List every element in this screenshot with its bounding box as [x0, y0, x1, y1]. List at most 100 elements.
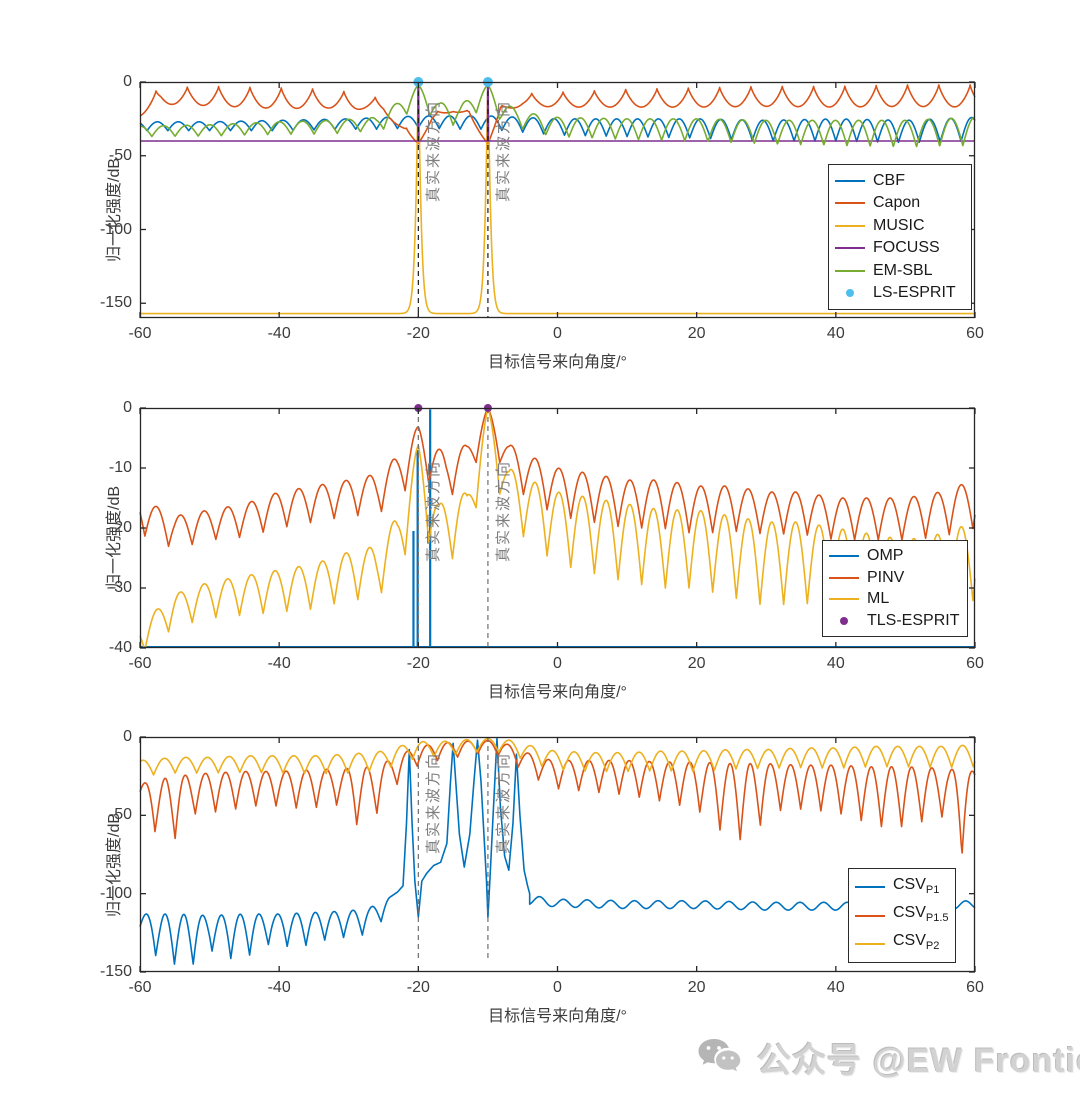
y-axis-label: 归一化强度/dB [106, 812, 123, 917]
legend-label-sub: P1 [925, 884, 940, 897]
y-tick-label: -150 [99, 294, 132, 312]
legend-entry: OMP [829, 547, 961, 565]
series-CSV_P2 [139, 737, 976, 776]
legend-marker-line [835, 202, 865, 205]
legend-label: CSVP1 [893, 876, 939, 899]
x-tick-label: 20 [687, 325, 706, 342]
series-Capon [139, 84, 976, 145]
y-tick-label: -50 [108, 146, 132, 164]
legend-dot-sample [835, 289, 865, 298]
y-tick-label: -40 [108, 639, 132, 656]
x-tick-label: 60 [966, 979, 984, 996]
series-CSV_P1 [139, 737, 976, 965]
legend-label-main: EM-SBL [873, 261, 933, 279]
legend-label: EM-SBL [873, 262, 933, 280]
legend-label: CSVP2 [893, 932, 939, 955]
legend-marker-line [855, 886, 885, 889]
x-tick-label: -20 [406, 655, 430, 672]
y-tick-label: 0 [123, 728, 132, 745]
legend-line-sample [829, 554, 859, 557]
legend-marker-line [829, 576, 859, 579]
legend-label-main: Capon [873, 194, 921, 212]
y-tick-label: -100 [99, 884, 132, 902]
true-doa-annotation: 真实来波方向 [494, 751, 512, 854]
legend-label: ML [867, 590, 889, 608]
legend-label-main: CBF [873, 171, 905, 189]
y-tick-label: -10 [108, 459, 132, 476]
watermark-text: 公众号 @EW Frontier [757, 1042, 1080, 1080]
legend-label-main: PINV [867, 568, 905, 586]
legend-marker-line [829, 554, 859, 557]
legend-label: PINV [867, 569, 904, 587]
y-tick-label: 0 [123, 73, 132, 90]
legend-plot-1: CBF Capon MUSIC FOCUSS EM-SBL LS-ESPRIT [828, 164, 972, 310]
legend-marker-line [855, 942, 885, 945]
legend-marker-line [835, 224, 865, 227]
legend-label-main: CSV [893, 903, 926, 921]
y-tick-label: -50 [108, 806, 132, 824]
x-tick-label: -40 [267, 655, 291, 672]
legend-marker-line [855, 914, 885, 917]
legend-marker-line [835, 179, 865, 182]
legend-line-sample [829, 576, 859, 579]
legend-line-sample [835, 202, 865, 205]
legend-entry: LS-ESPRIT [835, 284, 965, 302]
legend-label: CBF [873, 172, 905, 190]
legend-entry: Capon [835, 194, 965, 212]
x-tick-label: 0 [553, 325, 562, 342]
legend-line-sample [835, 269, 865, 272]
x-tick-label: 60 [966, 325, 984, 342]
x-tick-label: 20 [687, 655, 706, 672]
true-doa-annotation: 真实来波方向 [425, 459, 443, 562]
plot-3-canvas [139, 736, 976, 973]
legend-entry: CSVP1.5 [855, 904, 949, 927]
x-axis-label: 目标信号来向角度/° [488, 1008, 627, 1025]
legend-marker-dot [840, 617, 848, 626]
legend-label-main: CSV [893, 875, 926, 893]
legend-marker-line [835, 247, 865, 250]
y-tick-label: -100 [99, 220, 132, 238]
x-tick-label: 0 [553, 655, 562, 672]
y-tick-label: -20 [108, 519, 132, 536]
y-tick-label: 0 [123, 399, 132, 416]
legend-label: CSVP1.5 [893, 904, 949, 927]
x-axis-label: 目标信号来向角度/° [488, 684, 627, 701]
legend-entry: EM-SBL [835, 262, 965, 280]
legend-label-main: CSV [893, 931, 926, 949]
legend-line-sample [829, 598, 859, 601]
legend-label: FOCUSS [873, 239, 940, 257]
legend-marker-line [835, 269, 865, 272]
x-tick-label: -60 [128, 655, 152, 672]
legend-plot-3: CSVP1 CSVP1.5 CSVP2 [848, 868, 956, 963]
legend-line-sample [835, 179, 865, 182]
series-EM-SBL [139, 84, 976, 148]
legend-entry: CSVP1 [855, 876, 949, 899]
legend-label-main: OMP [867, 546, 904, 564]
x-tick-label: -20 [406, 325, 430, 342]
legend-entry: CBF [835, 172, 965, 190]
x-tick-label: 0 [553, 979, 562, 996]
legend-line-sample [855, 886, 885, 889]
x-tick-label: 60 [966, 655, 984, 672]
legend-label-main: TLS-ESPRIT [867, 612, 960, 630]
legend-entry: ML [829, 590, 961, 608]
y-axis-label: 归一化强度/dB [106, 485, 123, 590]
true-doa-annotation: 真实来波方向 [425, 99, 443, 202]
y-tick-label: -30 [108, 579, 132, 596]
legend-label-main: MUSIC [873, 216, 925, 234]
wechat-icon [698, 1038, 741, 1071]
legend-label: LS-ESPRIT [873, 284, 956, 302]
legend-label: TLS-ESPRIT [867, 612, 959, 630]
legend-entry: FOCUSS [835, 239, 965, 257]
legend-entry: TLS-ESPRIT [829, 612, 961, 630]
x-tick-label: 40 [826, 979, 845, 996]
plot-1-canvas [139, 77, 976, 319]
legend-dot-sample [829, 617, 859, 626]
legend-label-sub: P2 [925, 940, 940, 953]
legend-label-main: FOCUSS [873, 239, 940, 257]
x-tick-label: 40 [826, 655, 845, 672]
x-tick-label: 20 [687, 979, 706, 996]
watermark: 公众号 @EW Frontier [697, 1033, 1080, 1082]
y-tick-label: -150 [99, 963, 132, 980]
